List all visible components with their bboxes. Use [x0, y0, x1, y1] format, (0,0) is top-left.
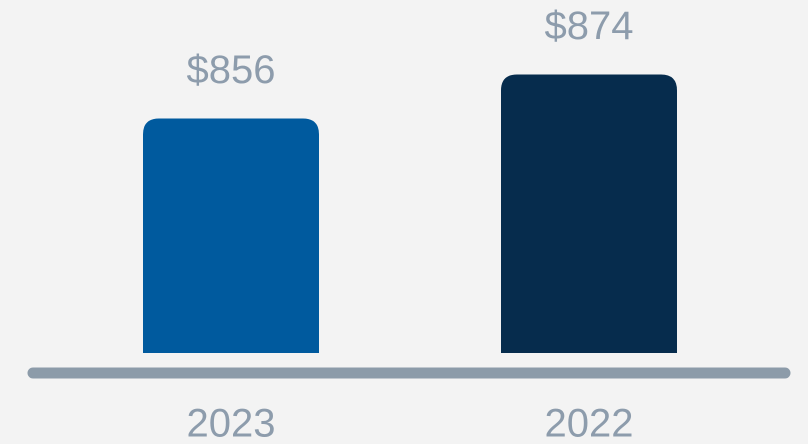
- x-tick-label: 2023: [187, 402, 276, 444]
- bar: [143, 118, 319, 353]
- value-label: $856: [187, 48, 276, 92]
- bar: [501, 74, 677, 353]
- value-label: $874: [545, 4, 634, 48]
- x-tick-label: 2022: [545, 402, 634, 444]
